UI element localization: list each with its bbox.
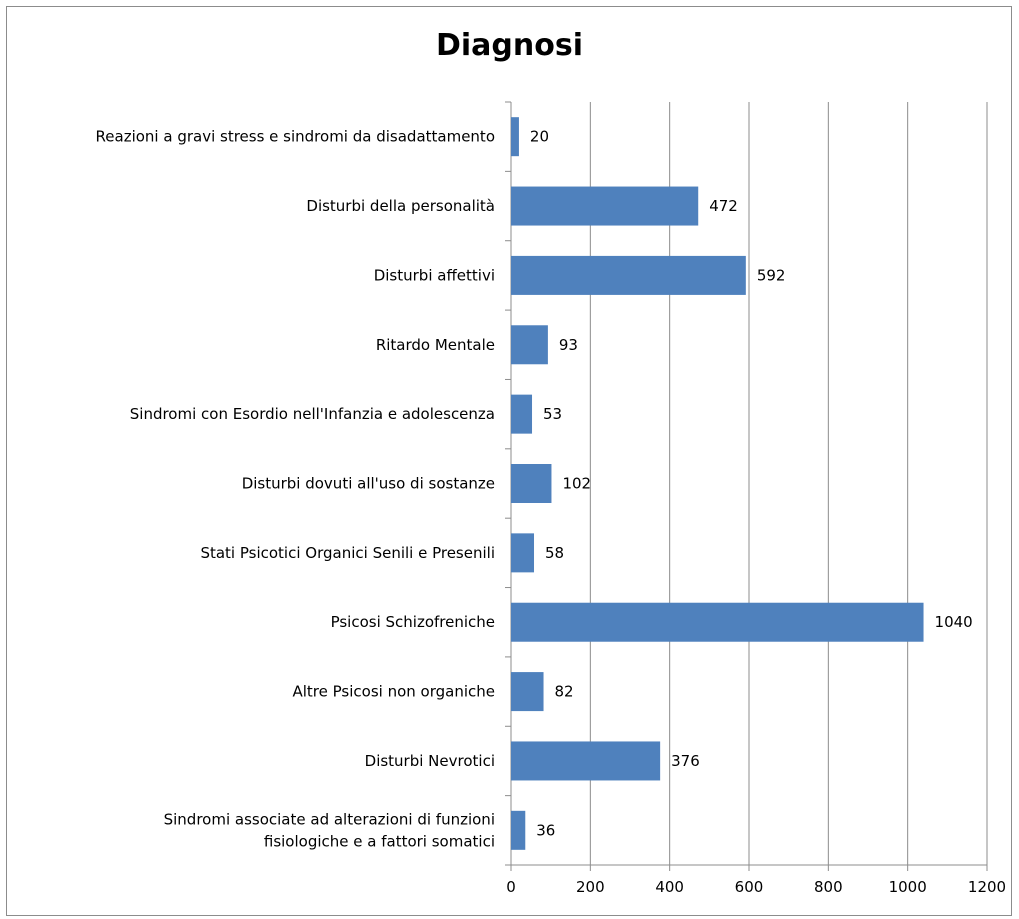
bar: [511, 117, 519, 157]
data-label: 102: [562, 475, 591, 493]
x-tick-label: 400: [655, 878, 684, 896]
category-label: Disturbi Nevrotici: [365, 752, 495, 770]
category-label: Altre Psicosi non organiche: [293, 683, 496, 701]
bar: [511, 325, 548, 365]
bar: [511, 464, 552, 503]
bar: [511, 186, 699, 226]
bar: [511, 255, 746, 295]
data-label: 592: [757, 266, 786, 284]
x-tick-label: 200: [576, 878, 605, 896]
chart-title: Diagnosi: [435, 28, 583, 63]
data-label: 93: [559, 336, 578, 354]
x-tick-label: 0: [506, 878, 516, 896]
bar: [511, 602, 924, 642]
category-label: Reazioni a gravi stress e sindromi da di…: [96, 128, 495, 146]
data-label: 58: [545, 544, 564, 562]
data-label: 20: [530, 128, 549, 146]
category-label: Sindromi con Esordio nell'Infanzia e ado…: [130, 405, 495, 423]
category-label: Disturbi affettivi: [374, 266, 495, 284]
bar: [511, 672, 544, 712]
data-label: 53: [543, 405, 562, 423]
category-label: Psicosi Schizofreniche: [331, 613, 495, 631]
x-tick-label: 600: [735, 878, 764, 896]
category-label: Disturbi della personalità: [306, 197, 495, 215]
data-label: 82: [555, 683, 574, 701]
bar: [511, 741, 661, 781]
bar: [511, 533, 535, 573]
category-label: Sindromi associate ad alterazioni di fun…: [164, 810, 495, 828]
bar: [511, 394, 533, 434]
x-tick-label: 1200: [968, 878, 1006, 896]
x-tick-label: 800: [814, 878, 843, 896]
data-label: 36: [536, 821, 555, 839]
x-tick-label: 1000: [889, 878, 927, 896]
data-label: 376: [671, 752, 700, 770]
category-label: Disturbi dovuti all'uso di sostanze: [242, 475, 495, 493]
category-label: fisiologiche e a fattori somatici: [264, 832, 495, 850]
data-label: 472: [709, 197, 738, 215]
category-label: Ritardo Mentale: [376, 336, 495, 354]
data-label: 1040: [935, 613, 973, 631]
bar: [511, 810, 526, 850]
category-label: Stati Psicotici Organici Senili e Presen…: [200, 544, 495, 562]
chart-frame: [6, 6, 1012, 916]
